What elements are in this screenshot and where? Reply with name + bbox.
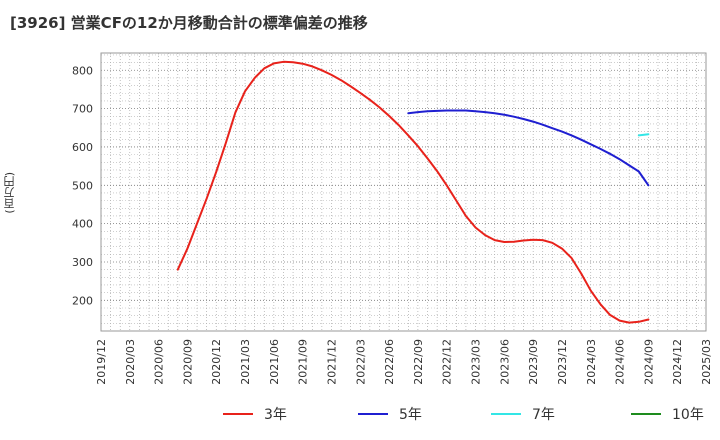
x-tick-label: 2020/09: [181, 339, 194, 385]
x-tick-label: 2020/12: [210, 339, 223, 385]
chart-title: [3926] 営業CFの12か月移動合計の標準偏差の推移: [10, 14, 368, 32]
x-tick-label: 2023/12: [556, 339, 569, 385]
series-line-7年: [637, 133, 650, 137]
y-tick-label: 300: [72, 256, 93, 269]
legend-label: 5年: [399, 407, 422, 423]
x-tick-label: 2021/03: [239, 339, 252, 385]
x-tick-label: 2021/06: [268, 339, 281, 385]
y-tick-label: 700: [72, 103, 93, 116]
legend: 3年 5年 7年 10年: [223, 407, 704, 423]
y-axis-ticks: 200 300 400 500 600 700 800: [72, 64, 93, 307]
legend-label: 7年: [532, 407, 555, 423]
x-tick-label: 2024/12: [671, 339, 684, 385]
x-tick-label: 2022/06: [383, 339, 396, 385]
x-tick-label: 2021/12: [325, 339, 338, 385]
x-tick-label: 2023/09: [527, 339, 540, 385]
y-tick-label: 800: [72, 64, 93, 77]
x-tick-label: 2022/09: [412, 339, 425, 385]
x-tick-label: 2024/09: [642, 339, 655, 385]
x-tick-label: 2022/12: [441, 339, 454, 385]
x-axis-ticks: 2019/12 2020/03 2020/06 2020/09 2020/12 2021/…: [95, 339, 713, 385]
series-line-3年: [176, 60, 650, 324]
x-tick-label: 2025/03: [700, 339, 713, 385]
x-tick-label: 2019/12: [95, 339, 108, 385]
y-tick-label: 200: [72, 294, 93, 307]
x-tick-label: 2020/06: [153, 339, 166, 385]
x-tick-label: 2022/03: [354, 339, 367, 385]
grid-lines: [100, 53, 707, 331]
x-tick-label: 2024/06: [614, 339, 627, 385]
x-tick-label: 2023/06: [498, 339, 511, 385]
legend-label: 3年: [264, 407, 287, 423]
y-tick-label: 400: [72, 218, 93, 231]
legend-label: 10年: [672, 407, 704, 423]
x-tick-label: 2023/03: [470, 339, 483, 385]
y-tick-label: 600: [72, 141, 93, 154]
series-line-5年: [407, 109, 650, 187]
y-tick-label: 500: [72, 179, 93, 192]
x-tick-label: 2021/09: [297, 339, 310, 385]
x-tick-label: 2024/03: [585, 339, 598, 385]
series-lines: [176, 60, 650, 324]
x-tick-label: 2020/03: [124, 339, 137, 385]
plot-frame: [100, 52, 707, 332]
